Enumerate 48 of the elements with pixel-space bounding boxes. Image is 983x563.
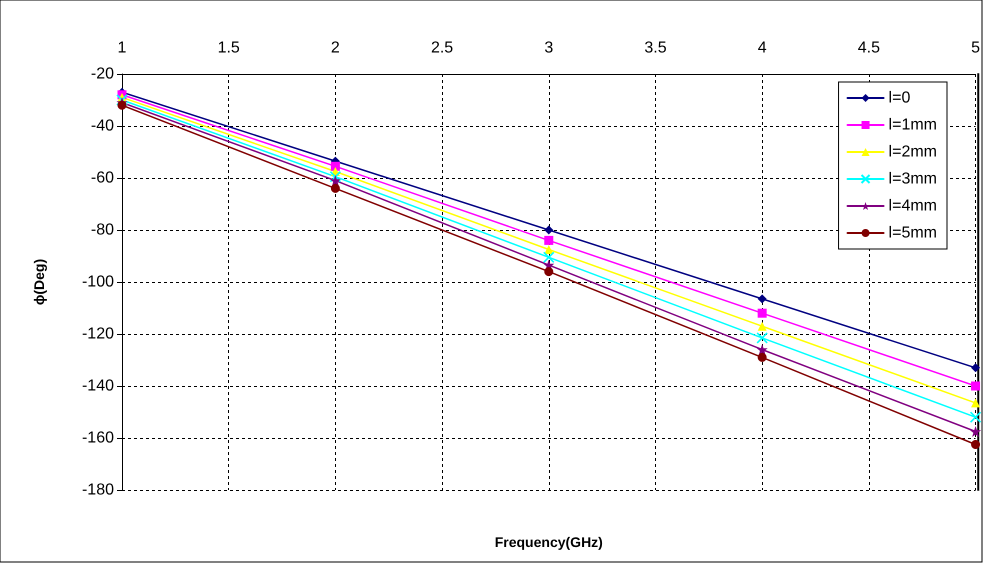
y-axis-title: ϕ(Deg)	[31, 258, 47, 306]
point	[118, 100, 126, 110]
y-tick-label: -40	[90, 118, 114, 134]
point	[330, 170, 342, 182]
point	[330, 162, 340, 171]
y-tick-label: -180	[82, 482, 114, 498]
point	[116, 94, 128, 106]
y-tick-label: -20	[90, 66, 114, 82]
legend-label: l=4mm	[888, 198, 937, 214]
x-tick-label: 3.5	[644, 40, 667, 56]
x-tick-label: 5	[971, 40, 980, 56]
y-tick-label: -100	[82, 274, 114, 290]
x-tick-label: 2	[330, 40, 340, 56]
legend-label: l=0	[888, 90, 910, 106]
point	[756, 344, 768, 356]
point	[330, 175, 341, 186]
y-tick-label: -80	[90, 222, 114, 238]
point	[971, 382, 980, 390]
x-tick-label: 3	[544, 40, 554, 56]
x-tick-label: 1	[118, 40, 127, 56]
point	[542, 252, 555, 264]
point	[971, 440, 980, 449]
y-tick-label: -140	[82, 378, 114, 394]
y-tick-label: -120	[82, 326, 114, 342]
point	[970, 426, 982, 437]
x-tick-label: 2.5	[430, 40, 454, 56]
point	[544, 236, 554, 245]
point	[544, 226, 554, 234]
x-tick-label: 4	[758, 40, 767, 56]
x-axis-title: Frequency(GHz)	[494, 534, 603, 550]
point	[971, 363, 980, 372]
point	[758, 294, 767, 304]
y-tick-label: -160	[82, 430, 114, 446]
point	[758, 308, 767, 318]
legend-label: l=5mm	[888, 224, 937, 242]
point	[971, 398, 980, 408]
legend-label: l=2mm	[888, 144, 937, 160]
point	[970, 411, 982, 423]
point	[330, 184, 340, 193]
point	[756, 332, 768, 344]
x-tick-label: 1.5	[218, 40, 240, 56]
y-tick-label: -60	[90, 170, 114, 186]
point	[544, 267, 554, 276]
x-tick-label: 4.5	[858, 40, 880, 56]
legend-label: l=1mm	[888, 116, 937, 134]
legend-label: l=3mm	[888, 170, 937, 188]
point	[758, 352, 767, 362]
point	[758, 322, 767, 331]
